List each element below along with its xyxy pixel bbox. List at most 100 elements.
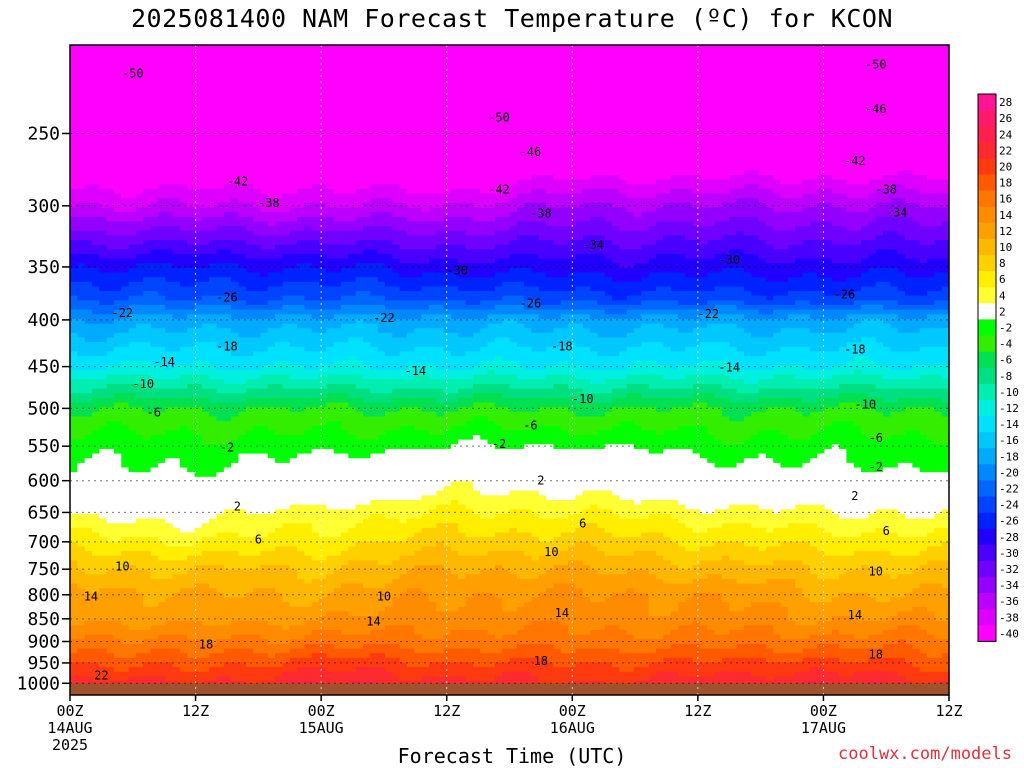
field-cell (341, 221, 349, 227)
field-cell (831, 175, 840, 181)
field-cell (648, 123, 657, 130)
field-cell (128, 63, 137, 69)
field-cell (590, 68, 598, 74)
field-cell (238, 207, 247, 213)
field-cell (480, 123, 489, 130)
field-cell (458, 123, 467, 130)
field-cell (494, 212, 503, 218)
field-cell (143, 137, 152, 144)
field-cell (831, 54, 840, 60)
field-cell (846, 72, 855, 79)
field-cell (934, 226, 943, 232)
field-cell (634, 96, 642, 102)
field-cell (450, 235, 459, 241)
field-cell (868, 58, 877, 65)
field-cell (831, 63, 840, 69)
field-cell (135, 77, 144, 83)
field-cell (553, 128, 562, 134)
field-cell (751, 207, 760, 213)
field-cell (421, 96, 430, 102)
field-cell (934, 147, 943, 153)
field-cell (780, 110, 789, 116)
field-cell (275, 198, 284, 204)
field-cell (575, 147, 584, 153)
field-cell (582, 226, 591, 232)
field-cell (861, 184, 870, 190)
field-cell (121, 105, 130, 111)
field-cell (363, 202, 371, 209)
field-cell (509, 170, 518, 176)
field-cell (216, 137, 225, 144)
field-cell (216, 170, 225, 176)
field-cell (450, 110, 459, 116)
field-cell (743, 142, 752, 148)
field-cell (765, 198, 774, 204)
field-cell (897, 68, 906, 74)
field-cell (590, 72, 598, 79)
field-cell (143, 86, 152, 93)
field-cell (494, 230, 503, 236)
field-cell (458, 165, 467, 171)
field-cell (721, 230, 730, 236)
field-cell (531, 175, 540, 181)
field-cell (692, 161, 701, 167)
field-cell (443, 212, 452, 218)
field-cell (304, 77, 313, 83)
field-cell (524, 198, 533, 204)
field-cell (450, 58, 459, 65)
field-cell (692, 184, 701, 190)
field-cell (824, 63, 833, 69)
field-cell (934, 45, 943, 51)
field-cell (758, 114, 767, 120)
field-cell (626, 49, 635, 55)
field-cell (875, 147, 884, 153)
field-cell (721, 147, 730, 153)
field-cell (905, 86, 913, 93)
field-cell (927, 133, 935, 139)
field-cell (363, 188, 371, 195)
field-cell (245, 156, 254, 162)
field-cell (619, 147, 628, 153)
field-cell (743, 96, 752, 102)
field-cell (333, 63, 342, 69)
field-cell (297, 212, 305, 218)
field-cell (568, 165, 577, 171)
field-cell (289, 161, 298, 167)
field-cell (780, 114, 789, 120)
field-cell (275, 91, 284, 97)
field-cell (531, 147, 540, 153)
field-cell (70, 82, 78, 88)
field-cell (84, 63, 93, 69)
field-cell (941, 142, 949, 148)
field-cell (846, 91, 855, 97)
field-cell (84, 142, 93, 148)
field-cell (560, 165, 569, 171)
field-cell (634, 170, 642, 176)
field-cell (392, 147, 401, 153)
field-cell (883, 128, 891, 134)
field-cell (575, 128, 584, 134)
field-cell (450, 179, 459, 185)
field-cell (883, 68, 891, 74)
field-cell (450, 100, 459, 106)
field-cell (538, 123, 547, 130)
field-cell (245, 221, 254, 227)
field-cell (99, 119, 108, 125)
field-cell (582, 68, 591, 74)
field-cell (634, 202, 642, 209)
field-cell (363, 161, 371, 167)
field-cell (927, 226, 935, 232)
field-cell (509, 100, 518, 106)
field-cell (106, 105, 115, 111)
field-cell (187, 123, 196, 130)
field-cell (809, 86, 818, 93)
field-cell (575, 226, 584, 232)
field-cell (685, 100, 694, 106)
field-cell (267, 188, 276, 195)
field-cell (253, 198, 262, 204)
field-cell (612, 49, 620, 55)
field-cell (546, 82, 555, 88)
field-cell (502, 82, 511, 88)
field-cell (905, 123, 913, 130)
field-cell (113, 72, 122, 79)
